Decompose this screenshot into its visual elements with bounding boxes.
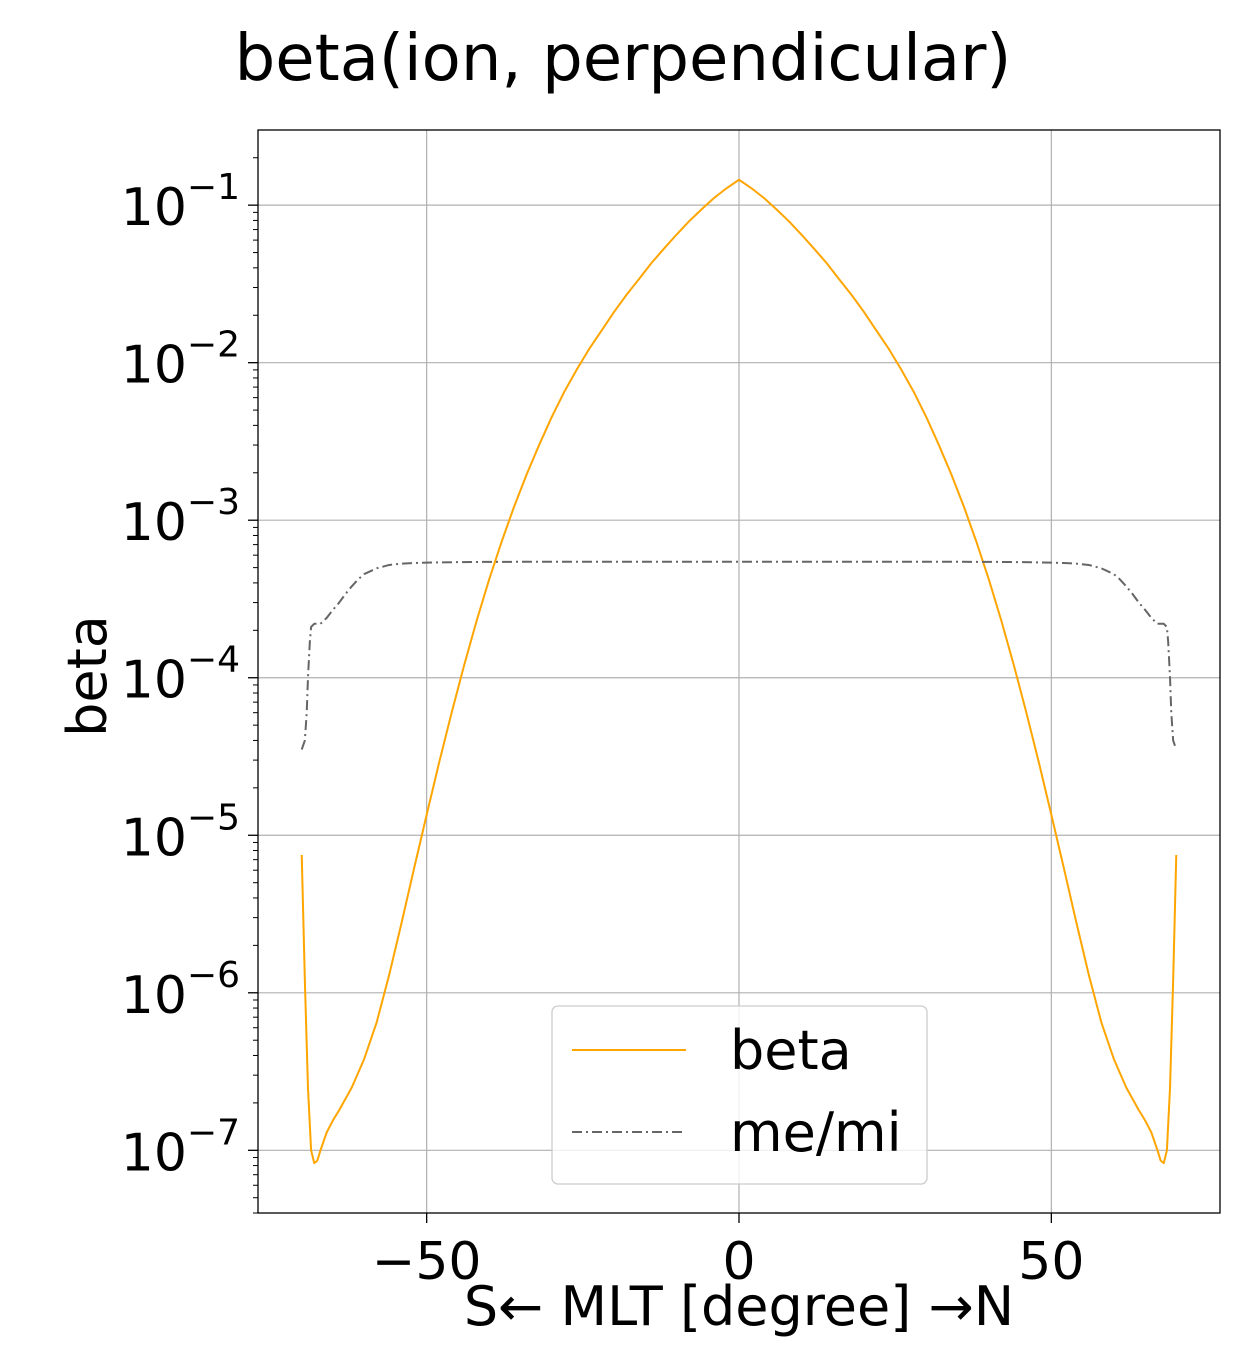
series-line-1 (300, 560, 1178, 750)
y-tick-exponent: −1 (187, 167, 240, 208)
y-tick-label: 10−4 (121, 640, 240, 711)
y-tick-base: 10 (121, 808, 187, 868)
y-tick-base: 10 (121, 178, 187, 238)
y-tick-label: 10−5 (121, 797, 240, 868)
y-tick-base: 10 (121, 966, 187, 1026)
y-axis-label: beta (56, 615, 119, 737)
y-tick-label: 10−3 (121, 482, 240, 553)
y-tick-exponent: −3 (187, 482, 240, 523)
x-tick-label: 50 (1018, 1232, 1084, 1292)
y-tick-exponent: −6 (187, 955, 240, 996)
y-tick-label: 10−7 (121, 1112, 240, 1183)
y-tick-exponent: −7 (187, 1112, 240, 1153)
chart-title: beta(ion, perpendicular) (235, 22, 1012, 96)
y-tick-exponent: −2 (187, 325, 240, 366)
y-tick-base: 10 (121, 336, 187, 396)
y-tick-exponent: −5 (187, 797, 240, 838)
y-tick-exponent: −4 (187, 640, 240, 681)
y-tick-base: 10 (121, 1123, 187, 1183)
legend-label-1: me/mi (730, 1101, 902, 1164)
grid (258, 130, 1220, 1213)
x-tick-label: 0 (722, 1232, 755, 1292)
series-line-0 (300, 178, 1178, 1165)
x-ticks: −50 0 50 (372, 1213, 1084, 1292)
legend: beta me/mi (551, 1005, 928, 1185)
series-layer (300, 178, 1178, 1165)
y-tick-base: 10 (121, 651, 187, 711)
legend-label-0: beta (730, 1019, 852, 1082)
y-tick-label: 10−6 (121, 955, 240, 1026)
y-tick-base: 10 (121, 493, 187, 553)
y-tick-label: 10−1 (121, 167, 240, 238)
y-ticks: 10−710−610−510−410−310−210−1 (121, 157, 258, 1214)
x-axis-label: S← MLT [degree] →N (464, 1275, 1014, 1338)
y-tick-label: 10−2 (121, 325, 240, 396)
x-tick-label: −50 (372, 1232, 482, 1292)
